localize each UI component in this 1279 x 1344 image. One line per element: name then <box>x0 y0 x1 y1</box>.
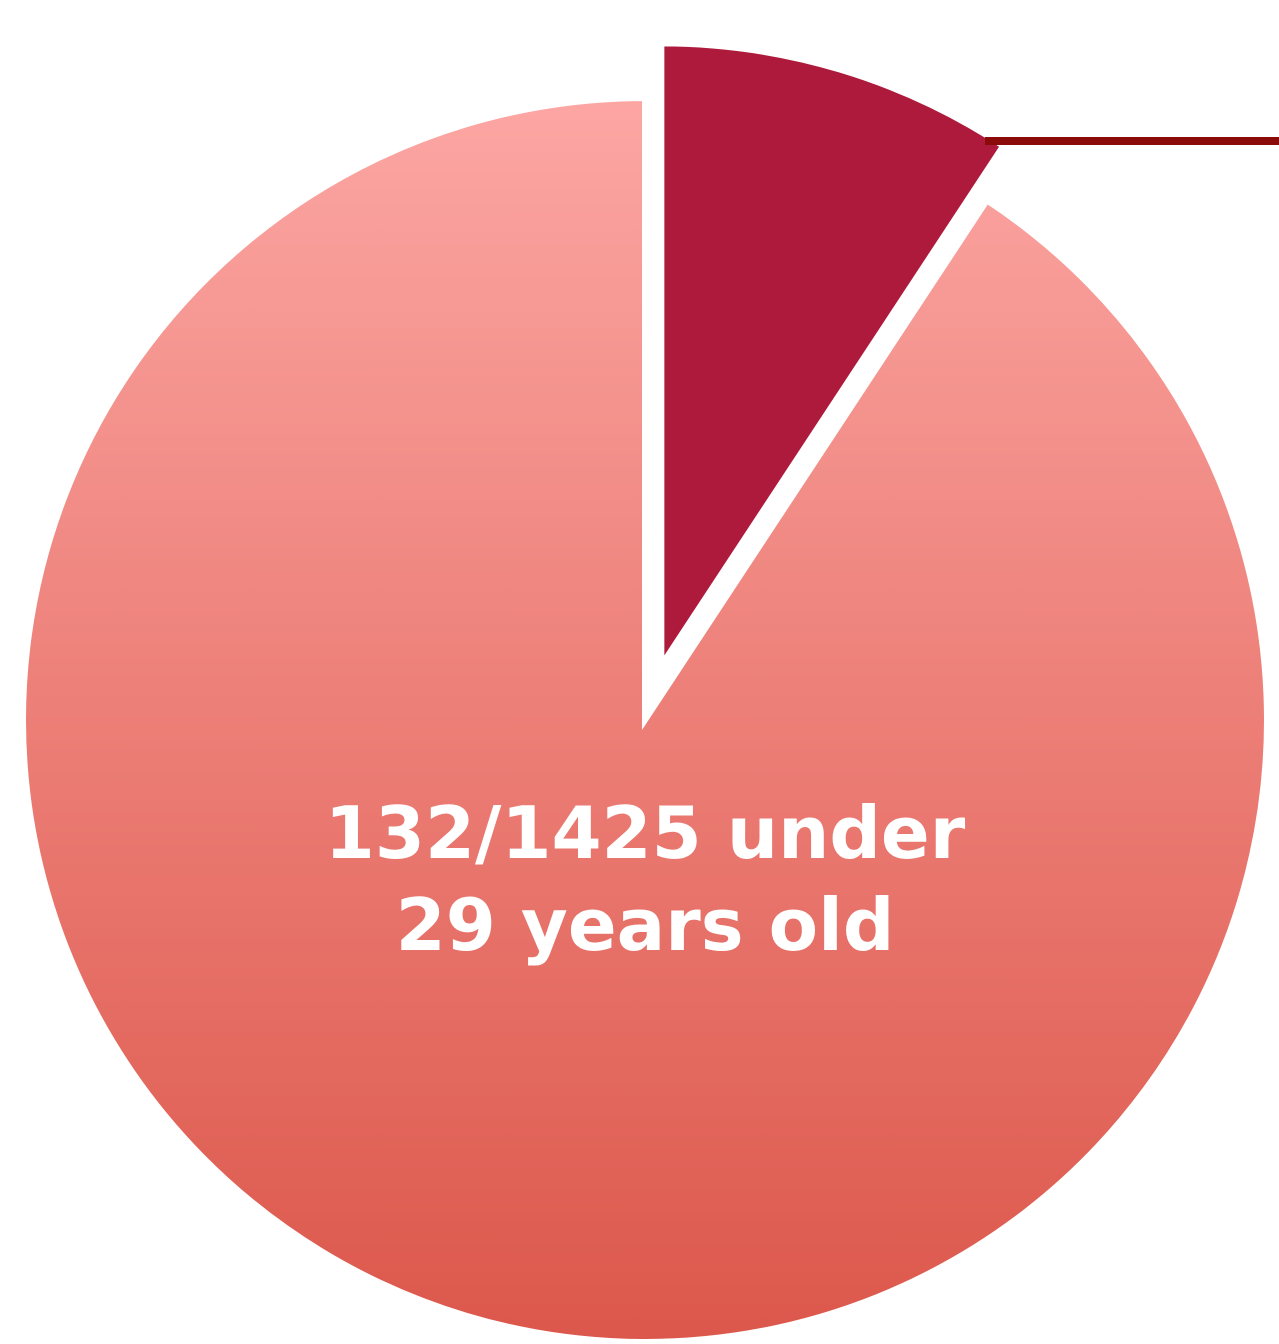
pie <box>20 40 1270 1344</box>
pie-slice <box>20 94 1270 1344</box>
annotation: 29 years old <box>396 883 895 967</box>
pie-slice <box>658 40 1008 676</box>
annotation: 132/1425 under <box>325 791 966 875</box>
